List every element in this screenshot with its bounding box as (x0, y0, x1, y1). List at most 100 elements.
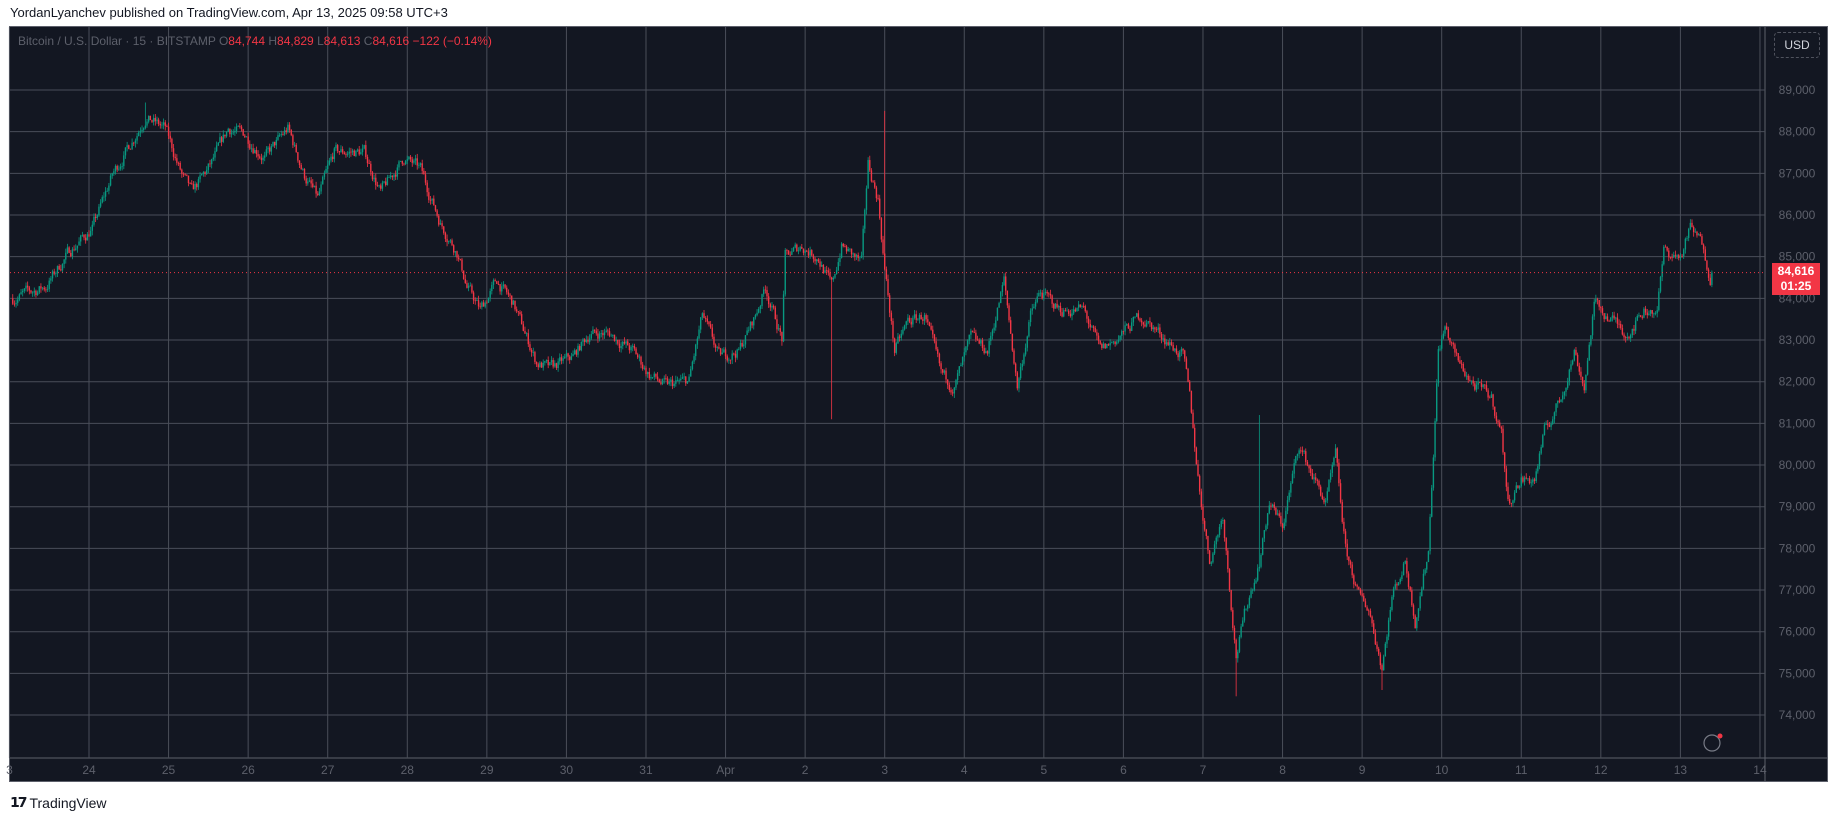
candle-body (1421, 588, 1423, 597)
candle-body (214, 151, 216, 158)
candle-body (244, 135, 246, 138)
candle-body (338, 151, 341, 153)
candle-body (709, 324, 712, 328)
change-value: −122 (−0.14%) (412, 34, 492, 48)
candle-body (1273, 504, 1275, 508)
candle-body (1595, 299, 1597, 302)
candle-body (456, 251, 458, 258)
candle-body (270, 146, 273, 152)
time-tick-label: 13 (1674, 763, 1688, 777)
candle-body (1184, 350, 1186, 359)
candle-body (295, 144, 297, 153)
candle-body (1038, 293, 1040, 297)
candle-body (41, 287, 44, 289)
bar-countdown: 01:25 (1780, 279, 1812, 293)
candle-body (1303, 451, 1305, 452)
candle-body (1517, 485, 1519, 488)
candle-body (436, 210, 438, 216)
candle-body (1562, 395, 1564, 400)
candle-body (224, 134, 226, 137)
candle-body (118, 168, 120, 170)
candle-body (484, 302, 486, 307)
candle-body (1611, 315, 1614, 318)
candle-body (75, 248, 77, 251)
candle-body (1119, 335, 1121, 340)
candle-body (1215, 537, 1217, 545)
candle-body (968, 334, 970, 341)
candle-body (663, 378, 665, 380)
candle-body (933, 334, 936, 342)
candle-body (1260, 554, 1262, 567)
currency-button[interactable]: USD (1774, 32, 1820, 58)
candle-body (428, 192, 430, 200)
candle-body (1213, 544, 1216, 554)
candle-body (638, 356, 641, 358)
candle-body (731, 353, 733, 360)
candle-body (264, 155, 266, 158)
candle-body (1581, 376, 1584, 384)
candle-body (923, 315, 926, 321)
candle-body (143, 128, 145, 130)
candle-body (98, 206, 100, 216)
candle-body (943, 370, 946, 373)
candle-body (804, 250, 806, 253)
candle-body (1084, 306, 1086, 312)
candle-body (927, 319, 929, 323)
candle-body (1384, 643, 1387, 657)
candle-body (903, 325, 906, 330)
candle-body (701, 313, 704, 318)
candle-body (756, 312, 758, 316)
candle-body (1054, 303, 1057, 309)
candle-body (93, 216, 95, 225)
candle-body (1565, 387, 1567, 392)
candle-body (1596, 299, 1599, 301)
candle-body (1056, 303, 1058, 308)
last-price: 84,616 (1777, 264, 1815, 278)
candle-body (1503, 452, 1506, 469)
candle-body (335, 145, 337, 149)
candle-body (438, 215, 440, 225)
candle-body (751, 321, 753, 326)
candle-body (1369, 610, 1372, 617)
candle-body (280, 134, 282, 135)
candle-body (55, 273, 57, 275)
candle-body (1578, 365, 1580, 372)
candle-body (245, 136, 248, 138)
candle-body (950, 389, 952, 393)
candle-body (814, 258, 816, 262)
candle-body (373, 177, 375, 180)
candle-body (1444, 326, 1446, 334)
candle-body (582, 339, 584, 342)
chart-panel[interactable] (9, 26, 1828, 782)
candle-body (459, 259, 462, 260)
candle-body (1237, 651, 1239, 659)
candle-body (1252, 589, 1254, 591)
candle-body (1547, 424, 1549, 426)
candle-body (1437, 349, 1440, 384)
candle-body (509, 294, 511, 296)
candle-body (1533, 479, 1536, 481)
candle-body (169, 135, 171, 139)
candle-body (1313, 477, 1315, 480)
candle-body (1192, 412, 1194, 428)
candle-body (348, 151, 350, 154)
candle-body (287, 124, 289, 132)
candle-body (191, 183, 193, 185)
candle-body (897, 336, 899, 344)
candle-body (1450, 342, 1453, 344)
candle-body (1704, 249, 1706, 261)
candle-body (1225, 537, 1227, 551)
candle-body (1663, 246, 1665, 265)
candle-body (20, 292, 22, 295)
candle-body (68, 247, 70, 253)
candle-body (1021, 363, 1023, 367)
candle-body (466, 283, 468, 288)
candle-body (1659, 276, 1662, 292)
candle-body (769, 304, 772, 308)
candle-body (1436, 383, 1438, 422)
tradingview-logo[interactable]: 𝟭𝟳 TradingView (10, 794, 107, 811)
candle-body (834, 274, 836, 278)
candle-body (738, 348, 740, 350)
candle-body (482, 302, 485, 307)
